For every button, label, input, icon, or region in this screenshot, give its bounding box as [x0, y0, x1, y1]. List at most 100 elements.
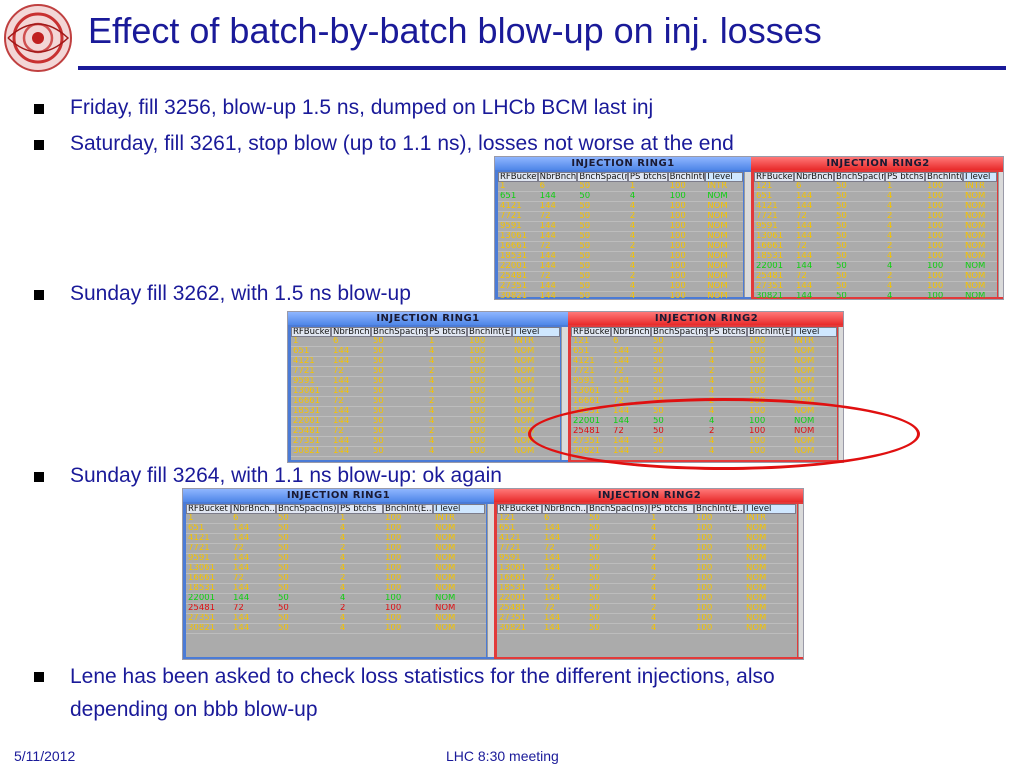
- table-row[interactable]: 22001 144 50 4 100 NOM: [186, 594, 486, 604]
- table-row[interactable]: 30821 144 50 4 100 NOM: [291, 447, 560, 457]
- scrollbar[interactable]: [998, 172, 1003, 297]
- column-header[interactable]: I level: [512, 327, 560, 337]
- table-row[interactable]: 4121 144 50 4 100 NOM: [754, 202, 997, 212]
- table-row[interactable]: 25481 72 50 2 100 NOM: [497, 604, 797, 614]
- table-row[interactable]: 9591 144 50 4 100 NOM: [498, 222, 743, 232]
- table-row[interactable]: 27351 144 50 4 100 NOM: [291, 437, 560, 447]
- column-header[interactable]: I level: [963, 172, 997, 182]
- table-row[interactable]: 27351 144 50 4 100 NOM: [498, 282, 743, 292]
- scrollbar[interactable]: [487, 504, 494, 657]
- column-header[interactable]: BnchSpac(ns): [834, 172, 885, 182]
- column-header[interactable]: PS btchs: [338, 504, 383, 514]
- column-header[interactable]: RFBucket: [497, 504, 542, 514]
- table-row[interactable]: 16661 72 50 2 100 NOM: [497, 574, 797, 584]
- column-header[interactable]: RFBucket: [754, 172, 794, 182]
- table-row[interactable]: 13061 144 50 4 100 NOM: [186, 564, 486, 574]
- table-row[interactable]: 13061 144 50 4 100 NOM: [571, 387, 837, 397]
- table-row[interactable]: 651 144 50 4 100 NOM: [571, 347, 837, 357]
- table-row[interactable]: 4121 144 50 4 100 NOM: [571, 357, 837, 367]
- table-row[interactable]: 18531 144 50 4 100 NOM: [291, 407, 560, 417]
- table-row[interactable]: 16661 72 50 2 100 NOM: [186, 574, 486, 584]
- table-row[interactable]: 4121 144 50 4 100 NOM: [186, 534, 486, 544]
- table-row[interactable]: 22001 144 50 4 100 NOM: [754, 262, 997, 272]
- column-header[interactable]: BnchSpac(ns): [587, 504, 649, 514]
- table-row[interactable]: 7721 72 50 2 100 NOM: [571, 367, 837, 377]
- column-header[interactable]: BnchSpac(ns): [651, 327, 707, 337]
- table-row[interactable]: 4121 144 50 4 100 NOM: [291, 357, 560, 367]
- table-row[interactable]: 1 6 50 1 100 INTR: [291, 337, 560, 347]
- table-row[interactable]: 13061 144 50 4 100 NOM: [497, 564, 797, 574]
- table-row[interactable]: 18531 144 50 4 100 NOM: [497, 584, 797, 594]
- table-row[interactable]: 651 144 50 4 100 NOM: [754, 192, 997, 202]
- table-row[interactable]: 121 6 50 1 100 INTR: [571, 337, 837, 347]
- table-row[interactable]: 27351 144 50 4 100 NOM: [186, 614, 486, 624]
- table-row[interactable]: 25481 72 50 2 100 NOM: [754, 272, 997, 282]
- table-row[interactable]: 9591 144 50 4 100 NOM: [497, 554, 797, 564]
- column-header[interactable]: PS btchs: [649, 504, 694, 514]
- table-row[interactable]: 18531 144 50 4 100 NOM: [754, 252, 997, 262]
- table-row[interactable]: 651 144 50 4 100 NOM: [186, 524, 486, 534]
- table-row[interactable]: 13061 144 50 4 100 NOM: [291, 387, 560, 397]
- table-row[interactable]: 9591 144 50 4 100 NOM: [754, 222, 997, 232]
- scrollbar[interactable]: [744, 172, 751, 297]
- table-row[interactable]: 25481 72 50 2 100 NOM: [186, 604, 486, 614]
- table-row[interactable]: 9591 144 50 4 100 NOM: [186, 554, 486, 564]
- column-header[interactable]: RFBucket: [186, 504, 231, 514]
- column-header[interactable]: NbrBnch...: [231, 504, 276, 514]
- column-header[interactable]: BnchSpac(ns): [577, 172, 628, 182]
- column-header[interactable]: PS btchs: [707, 327, 747, 337]
- table-row[interactable]: 22001 144 50 4 100 NOM: [497, 594, 797, 604]
- column-header[interactable]: NbrBnch...: [794, 172, 834, 182]
- table-row[interactable]: 30821 144 50 4 100 NOM: [754, 292, 997, 299]
- table-row[interactable]: 121 6 50 1 100 INTR: [497, 514, 797, 524]
- table-row[interactable]: 18531 144 50 4 100 NOM: [498, 252, 743, 262]
- column-header[interactable]: RFBucket: [498, 172, 538, 182]
- table-row[interactable]: 13061 144 50 4 100 NOM: [754, 232, 997, 242]
- table-row[interactable]: 651 144 50 4 100 NOM: [291, 347, 560, 357]
- table-row[interactable]: 16661 72 50 2 100 NOM: [754, 242, 997, 252]
- scrollbar[interactable]: [798, 504, 803, 657]
- column-header[interactable]: I level: [744, 504, 796, 514]
- table-row[interactable]: 651 144 50 4 100 NOM: [497, 524, 797, 534]
- column-header[interactable]: I level: [433, 504, 485, 514]
- table-row[interactable]: 7721 72 50 2 100 NOM: [291, 367, 560, 377]
- table-row[interactable]: 9591 144 50 4 100 NOM: [291, 377, 560, 387]
- table-row[interactable]: 7721 72 50 2 100 NOM: [754, 212, 997, 222]
- column-header[interactable]: NbrBnch...: [537, 172, 578, 182]
- column-header[interactable]: I level: [792, 327, 837, 337]
- table-row[interactable]: 30821 144 50 4 100 NOM: [497, 624, 797, 634]
- column-header[interactable]: BnchSpac(ns): [371, 327, 427, 337]
- table-row[interactable]: 16661 72 50 2 100 NOM: [291, 397, 560, 407]
- table-row[interactable]: 7721 72 50 2 100 NOM: [497, 544, 797, 554]
- column-header[interactable]: NbrBnch...: [331, 327, 371, 337]
- table-row[interactable]: 7721 72 50 2 100 NOM: [186, 544, 486, 554]
- table-row[interactable]: 9591 144 50 4 100 NOM: [571, 377, 837, 387]
- table-row[interactable]: 30821 144 50 4 100 NOM: [498, 292, 743, 299]
- table-row[interactable]: 25481 72 50 2 100 NOM: [291, 427, 560, 437]
- column-header[interactable]: PS btchs: [627, 172, 668, 182]
- table-row[interactable]: 30821 144 50 4 100 NOM: [186, 624, 486, 634]
- table-row[interactable]: 22001 144 50 4 100 NOM: [498, 262, 743, 272]
- scrollbar[interactable]: [561, 327, 568, 460]
- column-header[interactable]: PS btchs: [427, 327, 467, 337]
- table-row[interactable]: 121 6 50 1 100 INTR: [754, 182, 997, 192]
- table-row[interactable]: 16661 72 50 2 100 NOM: [498, 242, 743, 252]
- table-row[interactable]: 1 6 50 1 100 INTR: [186, 514, 486, 524]
- scrollbar[interactable]: [838, 327, 843, 460]
- column-header[interactable]: BnchInt(E...: [467, 327, 512, 337]
- table-row[interactable]: 22001 144 50 4 100 NOM: [291, 417, 560, 427]
- column-header[interactable]: BnchInt(E...: [383, 504, 433, 514]
- table-row[interactable]: 27351 144 50 4 100 NOM: [754, 282, 997, 292]
- table-row[interactable]: 4121 144 50 4 100 NOM: [497, 534, 797, 544]
- table-row[interactable]: 1 6 50 1 100 INTR: [498, 182, 743, 192]
- column-header[interactable]: BnchInt(E9): [667, 172, 706, 182]
- table-row[interactable]: 651 144 50 4 100 NOM: [498, 192, 743, 202]
- column-header[interactable]: BnchInt(E...: [747, 327, 792, 337]
- table-row[interactable]: 13061 144 50 4 100 NOM: [498, 232, 743, 242]
- column-header[interactable]: PS btchs: [885, 172, 925, 182]
- table-row[interactable]: 25481 72 50 2 100 NOM: [498, 272, 743, 282]
- column-header[interactable]: NbrBnch...: [611, 327, 651, 337]
- column-header[interactable]: NbrBnch...: [542, 504, 587, 514]
- column-header[interactable]: BnchInt(E...: [694, 504, 744, 514]
- column-header[interactable]: RFBucket: [291, 327, 331, 337]
